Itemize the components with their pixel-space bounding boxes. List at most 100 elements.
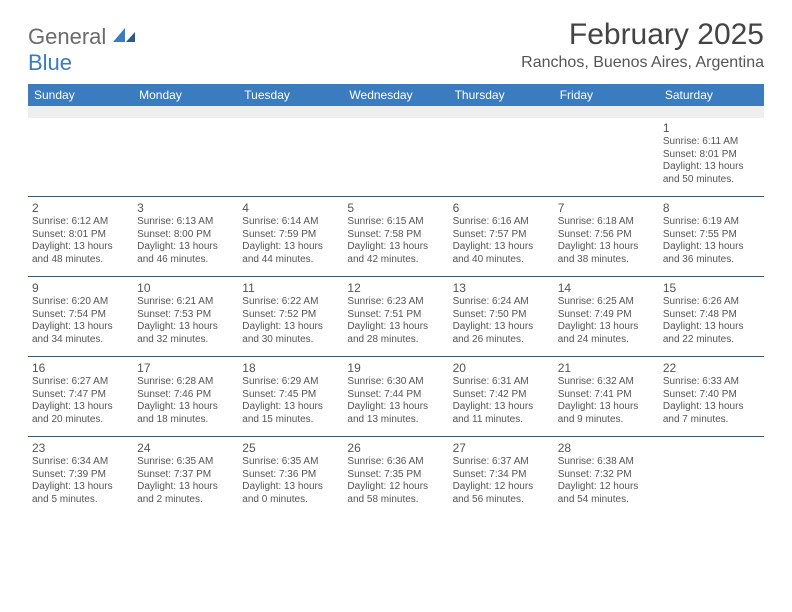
day-cell: 4Sunrise: 6:14 AMSunset: 7:59 PMDaylight… (238, 198, 343, 276)
day2-line: and 44 minutes. (242, 254, 339, 267)
day2-line: and 26 minutes. (453, 334, 550, 347)
empty-cell (449, 118, 554, 196)
day1-line: Daylight: 13 hours (663, 401, 760, 414)
day2-line: and 28 minutes. (347, 334, 444, 347)
sunset-line: Sunset: 7:40 PM (663, 389, 760, 402)
sunrise-line: Sunrise: 6:22 AM (242, 296, 339, 309)
day1-line: Daylight: 13 hours (137, 481, 234, 494)
week-row: 2Sunrise: 6:12 AMSunset: 8:01 PMDaylight… (28, 198, 764, 276)
day2-line: and 22 minutes. (663, 334, 760, 347)
day-number: 27 (453, 441, 550, 455)
day1-line: Daylight: 13 hours (242, 241, 339, 254)
sunset-line: Sunset: 7:35 PM (347, 469, 444, 482)
empty-cell (238, 118, 343, 196)
day-number: 20 (453, 361, 550, 375)
sunrise-line: Sunrise: 6:31 AM (453, 376, 550, 389)
day-number: 4 (242, 201, 339, 215)
sunrise-line: Sunrise: 6:25 AM (558, 296, 655, 309)
sunset-line: Sunset: 7:48 PM (663, 309, 760, 322)
sunset-line: Sunset: 7:46 PM (137, 389, 234, 402)
day2-line: and 9 minutes. (558, 414, 655, 427)
dayhead-fri: Friday (554, 84, 659, 106)
day-cell: 15Sunrise: 6:26 AMSunset: 7:48 PMDayligh… (659, 278, 764, 356)
day-cell: 21Sunrise: 6:32 AMSunset: 7:41 PMDayligh… (554, 358, 659, 436)
location: Ranchos, Buenos Aires, Argentina (521, 54, 764, 72)
day1-line: Daylight: 13 hours (453, 401, 550, 414)
dayhead-sat: Saturday (659, 84, 764, 106)
sunrise-line: Sunrise: 6:32 AM (558, 376, 655, 389)
sunrise-line: Sunrise: 6:11 AM (663, 136, 760, 149)
day-number: 22 (663, 361, 760, 375)
week-row: 1Sunrise: 6:11 AMSunset: 8:01 PMDaylight… (28, 118, 764, 196)
sunrise-line: Sunrise: 6:28 AM (137, 376, 234, 389)
empty-cell (554, 118, 659, 196)
day-cell: 8Sunrise: 6:19 AMSunset: 7:55 PMDaylight… (659, 198, 764, 276)
day-cell: 11Sunrise: 6:22 AMSunset: 7:52 PMDayligh… (238, 278, 343, 356)
day2-line: and 34 minutes. (32, 334, 129, 347)
sunset-line: Sunset: 7:53 PM (137, 309, 234, 322)
day-number: 21 (558, 361, 655, 375)
sunrise-line: Sunrise: 6:27 AM (32, 376, 129, 389)
sunrise-line: Sunrise: 6:21 AM (137, 296, 234, 309)
dayhead-mon: Monday (133, 84, 238, 106)
sunrise-line: Sunrise: 6:13 AM (137, 216, 234, 229)
sunset-line: Sunset: 8:01 PM (32, 229, 129, 242)
day1-line: Daylight: 13 hours (32, 401, 129, 414)
title-block: February 2025 Ranchos, Buenos Aires, Arg… (521, 18, 764, 72)
day2-line: and 42 minutes. (347, 254, 444, 267)
day1-line: Daylight: 13 hours (663, 241, 760, 254)
day2-line: and 36 minutes. (663, 254, 760, 267)
empty-cell (28, 118, 133, 196)
sunset-line: Sunset: 7:55 PM (663, 229, 760, 242)
day-number: 11 (242, 281, 339, 295)
day2-line: and 0 minutes. (242, 494, 339, 507)
day-cell: 28Sunrise: 6:38 AMSunset: 7:32 PMDayligh… (554, 438, 659, 516)
day-number: 8 (663, 201, 760, 215)
day1-line: Daylight: 13 hours (32, 241, 129, 254)
day-number: 5 (347, 201, 444, 215)
sunset-line: Sunset: 7:54 PM (32, 309, 129, 322)
day-number: 10 (137, 281, 234, 295)
blank-row (28, 106, 764, 118)
sunset-line: Sunset: 7:37 PM (137, 469, 234, 482)
sunset-line: Sunset: 7:39 PM (32, 469, 129, 482)
day-number: 18 (242, 361, 339, 375)
day2-line: and 11 minutes. (453, 414, 550, 427)
day1-line: Daylight: 13 hours (242, 321, 339, 334)
day-number: 1 (663, 121, 760, 135)
day-number: 9 (32, 281, 129, 295)
day1-line: Daylight: 13 hours (558, 321, 655, 334)
day1-line: Daylight: 13 hours (137, 401, 234, 414)
day-cell: 7Sunrise: 6:18 AMSunset: 7:56 PMDaylight… (554, 198, 659, 276)
sunrise-line: Sunrise: 6:37 AM (453, 456, 550, 469)
day-cell: 5Sunrise: 6:15 AMSunset: 7:58 PMDaylight… (343, 198, 448, 276)
calendar-page: General Blue February 2025 Ranchos, Buen… (0, 0, 792, 516)
day-cell: 12Sunrise: 6:23 AMSunset: 7:51 PMDayligh… (343, 278, 448, 356)
day2-line: and 2 minutes. (137, 494, 234, 507)
week-row: 16Sunrise: 6:27 AMSunset: 7:47 PMDayligh… (28, 358, 764, 436)
day-cell: 26Sunrise: 6:36 AMSunset: 7:35 PMDayligh… (343, 438, 448, 516)
day-number: 19 (347, 361, 444, 375)
day-cell: 23Sunrise: 6:34 AMSunset: 7:39 PMDayligh… (28, 438, 133, 516)
day1-line: Daylight: 12 hours (453, 481, 550, 494)
logo: General Blue (28, 18, 135, 76)
day-number: 24 (137, 441, 234, 455)
day1-line: Daylight: 13 hours (242, 481, 339, 494)
sunset-line: Sunset: 7:58 PM (347, 229, 444, 242)
day2-line: and 50 minutes. (663, 174, 760, 187)
sunset-line: Sunset: 7:36 PM (242, 469, 339, 482)
sunrise-line: Sunrise: 6:36 AM (347, 456, 444, 469)
day-cell: 25Sunrise: 6:35 AMSunset: 7:36 PMDayligh… (238, 438, 343, 516)
sunrise-line: Sunrise: 6:35 AM (137, 456, 234, 469)
day-cell: 22Sunrise: 6:33 AMSunset: 7:40 PMDayligh… (659, 358, 764, 436)
day-cell: 16Sunrise: 6:27 AMSunset: 7:47 PMDayligh… (28, 358, 133, 436)
day-cell: 19Sunrise: 6:30 AMSunset: 7:44 PMDayligh… (343, 358, 448, 436)
sunset-line: Sunset: 7:50 PM (453, 309, 550, 322)
day-cell: 20Sunrise: 6:31 AMSunset: 7:42 PMDayligh… (449, 358, 554, 436)
sunrise-line: Sunrise: 6:18 AM (558, 216, 655, 229)
empty-cell (659, 438, 764, 516)
sunrise-line: Sunrise: 6:24 AM (453, 296, 550, 309)
empty-cell (133, 118, 238, 196)
sunset-line: Sunset: 7:49 PM (558, 309, 655, 322)
sunset-line: Sunset: 7:57 PM (453, 229, 550, 242)
